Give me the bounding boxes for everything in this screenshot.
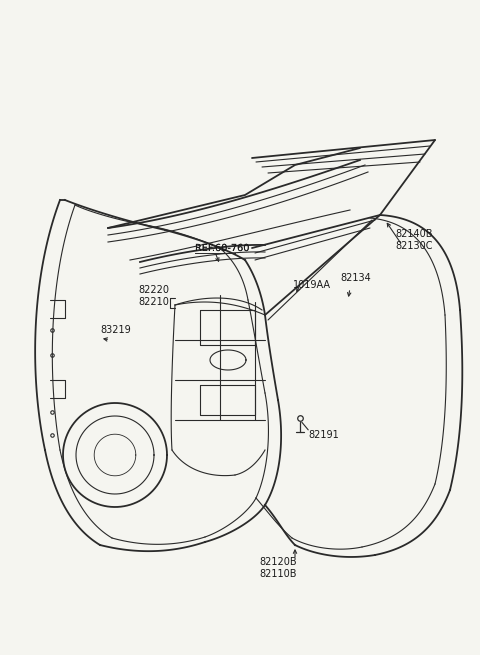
Text: REF.60-760: REF.60-760 bbox=[195, 243, 249, 253]
Text: 82140B
82130C: 82140B 82130C bbox=[395, 229, 432, 251]
Text: 82120B
82110B: 82120B 82110B bbox=[259, 557, 297, 579]
Text: 82191: 82191 bbox=[308, 430, 339, 440]
Text: 83219: 83219 bbox=[100, 325, 131, 335]
Text: 82134: 82134 bbox=[340, 273, 371, 283]
Text: 1019AA: 1019AA bbox=[293, 280, 331, 290]
Text: 82220
82210: 82220 82210 bbox=[138, 285, 169, 307]
